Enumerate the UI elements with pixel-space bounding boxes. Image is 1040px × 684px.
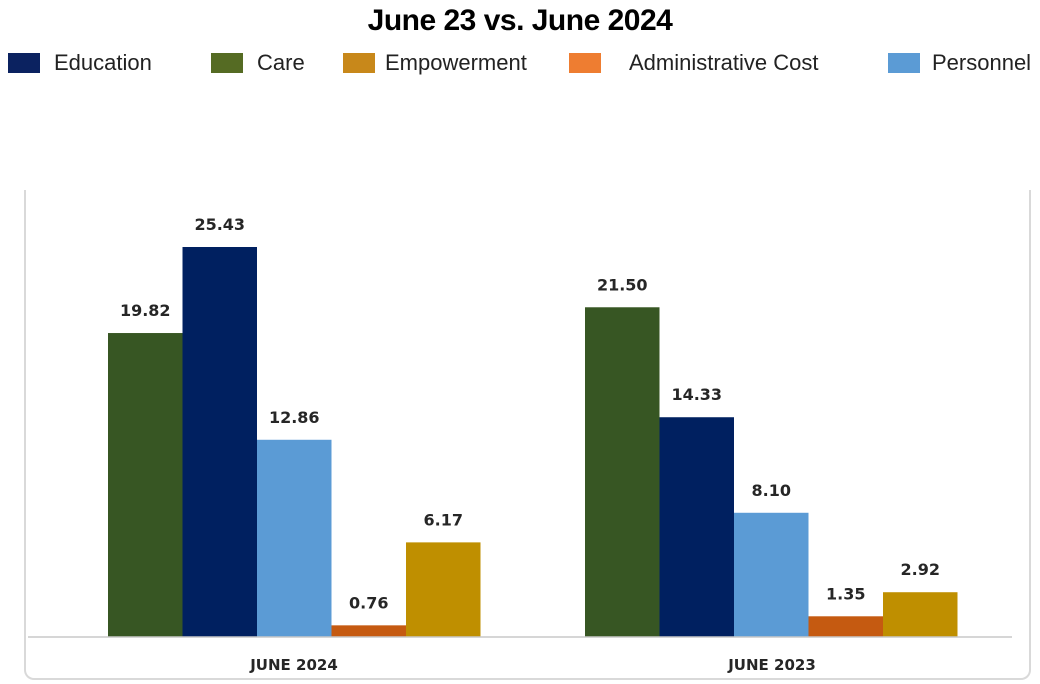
data-label-empowerment-june-2024: 6.17: [424, 510, 463, 529]
data-label-care-june-2023: 21.50: [597, 275, 648, 294]
bar-care-june-2024: [108, 333, 183, 637]
legend-label-personnel: Personnel: [932, 50, 1032, 75]
bar-empowerment-june-2023: [883, 592, 958, 637]
legend-label-care: Care: [257, 50, 305, 75]
data-label-empowerment-june-2023: 2.92: [901, 560, 940, 579]
bar-empowerment-june-2024: [406, 542, 481, 637]
data-label-education-june-2023: 14.33: [671, 385, 722, 404]
legend-swatch-education: [8, 53, 40, 73]
legend-swatch-administrative-cost: [569, 53, 601, 73]
legend-item-care: Care: [211, 48, 305, 78]
legend-swatch-empowerment: [343, 53, 375, 73]
x-tick-label-june-2023: JUNE 2023: [727, 656, 816, 674]
legend-item-education: Education: [8, 48, 152, 78]
title-area: June 23 vs. June 2024: [0, 0, 1040, 44]
data-label-administrative-cost-june-2024: 0.76: [349, 593, 388, 612]
data-label-personnel-june-2024: 12.86: [269, 408, 320, 427]
bar-personnel-june-2023: [734, 512, 809, 637]
legend-label-education: Education: [54, 50, 152, 75]
chart-panel: [24, 190, 1031, 680]
bar-administrative-cost-june-2023: [808, 616, 883, 637]
data-label-personnel-june-2023: 8.10: [752, 481, 791, 500]
bar-administrative-cost-june-2024: [331, 625, 406, 637]
legend-swatch-personnel: [888, 53, 920, 73]
legend-item-empowerment: Empowerment: [343, 48, 527, 78]
bar-personnel-june-2024: [257, 439, 332, 637]
x-tick-label-june-2024: JUNE 2024: [249, 656, 338, 674]
data-label-education-june-2024: 25.43: [194, 215, 245, 234]
bar-education-june-2023: [659, 417, 734, 637]
bar-care-june-2023: [585, 307, 660, 637]
data-label-care-june-2024: 19.82: [120, 301, 171, 320]
legend-item-personnel: Personnel: [888, 48, 1031, 78]
bar-education-june-2024: [182, 247, 257, 637]
legend-item-administrative-cost: Administrative Cost: [569, 48, 819, 78]
chart-title: June 23 vs. June 2024: [367, 4, 673, 37]
data-label-administrative-cost-june-2023: 1.35: [826, 584, 865, 603]
chart-legend: Education Care Empowerment Administrativ…: [0, 48, 1040, 78]
legend-swatch-care: [211, 53, 243, 73]
legend-label-empowerment: Empowerment: [385, 50, 527, 75]
legend-label-administrative-cost: Administrative Cost: [629, 50, 819, 75]
